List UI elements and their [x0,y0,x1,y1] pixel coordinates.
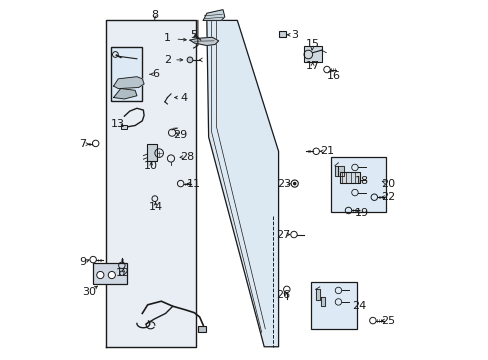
Bar [111,47,142,101]
Text: 12: 12 [116,268,130,278]
Text: 26: 26 [276,291,290,301]
Text: 18: 18 [354,176,368,186]
Text: 23: 23 [276,179,290,189]
Polygon shape [338,166,344,176]
Bar [310,282,357,329]
Bar [147,144,157,161]
Bar [339,172,360,183]
Bar [121,125,127,129]
Bar [303,46,322,62]
Text: 17: 17 [305,61,319,71]
Polygon shape [203,10,224,21]
Text: 5: 5 [190,30,197,40]
Circle shape [108,271,115,279]
Text: 8: 8 [151,10,158,20]
Polygon shape [334,166,338,176]
Text: 15: 15 [305,40,319,49]
Text: 21: 21 [319,146,333,156]
Text: 24: 24 [351,301,366,311]
Bar [278,31,286,37]
Polygon shape [113,77,144,89]
Circle shape [97,271,104,279]
Text: 19: 19 [354,208,368,218]
Text: 2: 2 [163,55,171,65]
Text: 30: 30 [82,287,97,297]
Bar [93,263,127,284]
Circle shape [187,57,192,63]
Text: 10: 10 [144,161,158,171]
Polygon shape [106,21,196,347]
Text: 4: 4 [180,93,187,103]
Polygon shape [206,21,278,347]
Text: 20: 20 [381,179,395,189]
Polygon shape [320,297,325,306]
Text: 27: 27 [276,230,290,239]
Text: 13: 13 [111,120,125,129]
Bar [198,326,205,332]
Text: 9: 9 [79,257,86,267]
Polygon shape [315,289,319,300]
Text: 25: 25 [381,316,395,325]
Text: 1: 1 [163,33,170,43]
Text: 22: 22 [381,192,395,202]
Text: 14: 14 [148,202,163,212]
Text: 3: 3 [291,30,298,40]
Text: 11: 11 [186,179,200,189]
Text: 7: 7 [80,139,86,149]
Bar [330,157,386,212]
Polygon shape [113,89,137,99]
Text: 16: 16 [326,71,340,81]
Polygon shape [190,37,218,45]
Text: 28: 28 [180,152,194,162]
Text: 6: 6 [152,69,159,79]
Text: 29: 29 [173,130,187,140]
Circle shape [292,182,296,185]
